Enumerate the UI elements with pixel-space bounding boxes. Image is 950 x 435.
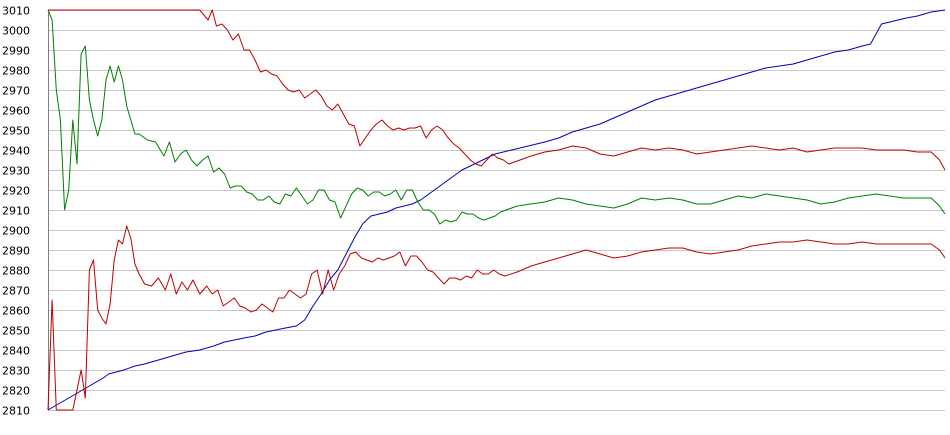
series-line-blue bbox=[47, 9, 946, 411]
y-tick-label: 2860 bbox=[2, 305, 30, 318]
y-tick-label: 2930 bbox=[2, 165, 30, 178]
y-tick-label: 2950 bbox=[2, 125, 30, 138]
y-tick-label: 2910 bbox=[2, 205, 30, 218]
y-tick-label: 3000 bbox=[2, 25, 30, 38]
y-tick-label: 2870 bbox=[2, 285, 30, 298]
y-tick-label: 2820 bbox=[2, 385, 30, 398]
series-line-red-upper bbox=[48, 9, 946, 171]
y-tick-label: 2840 bbox=[2, 345, 30, 358]
series-line-red-lower bbox=[47, 225, 946, 411]
y-axis-tick-labels: 3010 3000 2990 2980 2970 2960 2950 2940 2930 2920… bbox=[2, 5, 30, 418]
y-tick-label: 2970 bbox=[2, 85, 30, 98]
y-tick-label: 3010 bbox=[2, 5, 30, 18]
series-lines bbox=[47, 9, 946, 411]
y-tick-label: 2810 bbox=[2, 405, 30, 418]
y-tick-label: 2830 bbox=[2, 365, 30, 378]
grid-lines bbox=[48, 10, 945, 411]
y-tick-label: 2990 bbox=[2, 45, 30, 58]
y-tick-label: 2890 bbox=[2, 245, 30, 258]
y-tick-label: 2940 bbox=[2, 145, 30, 158]
y-tick-label: 2960 bbox=[2, 105, 30, 118]
y-tick-label: 2880 bbox=[2, 265, 30, 278]
series-line-green bbox=[47, 9, 946, 225]
y-tick-label: 2900 bbox=[2, 225, 30, 238]
y-tick-label: 2920 bbox=[2, 185, 30, 198]
y-tick-label: 2980 bbox=[2, 65, 30, 78]
y-tick-label: 2850 bbox=[2, 325, 30, 338]
